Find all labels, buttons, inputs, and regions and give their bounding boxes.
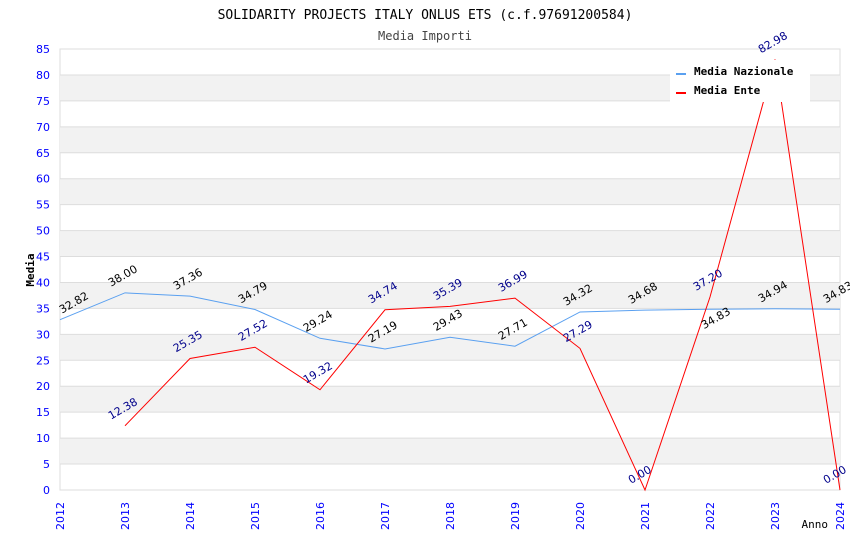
x-tick-label: 2017	[379, 502, 392, 530]
legend: Media Nazionale Media Ente	[670, 60, 810, 102]
x-tick-label: 2019	[509, 502, 522, 530]
grid-band	[60, 178, 840, 205]
x-tick-label: 2021	[639, 502, 652, 530]
series-line-nazionale	[59, 292, 841, 350]
chart-subtitle: Media Importi	[378, 29, 472, 43]
y-tick-label: 85	[36, 43, 50, 56]
y-tick-label: 15	[36, 406, 50, 419]
x-tick-label: 2024	[834, 502, 847, 530]
y-tick-label: 35	[36, 302, 50, 315]
y-axis-label: Media	[24, 253, 37, 286]
y-tick-label: 70	[36, 121, 50, 134]
grid-band	[60, 438, 840, 465]
y-tick-label: 45	[36, 251, 50, 264]
x-tick-label: 2015	[249, 502, 262, 530]
plot-area	[59, 48, 841, 491]
y-tick-label: 25	[36, 354, 50, 367]
grid-band	[60, 334, 840, 361]
legend-label-ente: Media Ente	[694, 84, 761, 97]
y-tick-label: 40	[36, 276, 50, 289]
y-tick-label: 0	[43, 484, 50, 497]
x-tick-label: 2023	[769, 502, 782, 530]
x-tick-label: 2013	[119, 502, 132, 530]
grid-band	[60, 386, 840, 413]
x-tick-label: 2020	[574, 502, 587, 530]
y-tick-label: 60	[36, 173, 50, 186]
y-tick-label: 80	[36, 69, 50, 82]
y-tick-label: 30	[36, 328, 50, 341]
x-tick-label: 2014	[184, 502, 197, 530]
series-line-ente	[124, 59, 841, 492]
x-axis-label: Anno	[802, 518, 829, 531]
legend-label-nazionale: Media Nazionale	[694, 65, 794, 78]
x-tick-label: 2022	[704, 502, 717, 530]
y-tick-label: 20	[36, 380, 50, 393]
x-tick-label: 2016	[314, 502, 327, 530]
chart-title: SOLIDARITY PROJECTS ITALY ONLUS ETS (c.f…	[218, 8, 633, 23]
y-tick-label: 50	[36, 225, 50, 238]
grid-band	[60, 126, 840, 153]
y-tick-label: 55	[36, 199, 50, 212]
x-tick-label: 2012	[54, 502, 67, 530]
grid-band	[60, 230, 840, 257]
y-tick-label: 65	[36, 147, 50, 160]
y-tick-label: 5	[43, 458, 50, 471]
y-tick-label: 75	[36, 95, 50, 108]
y-tick-label: 10	[36, 432, 50, 445]
x-tick-label: 2018	[444, 502, 457, 530]
